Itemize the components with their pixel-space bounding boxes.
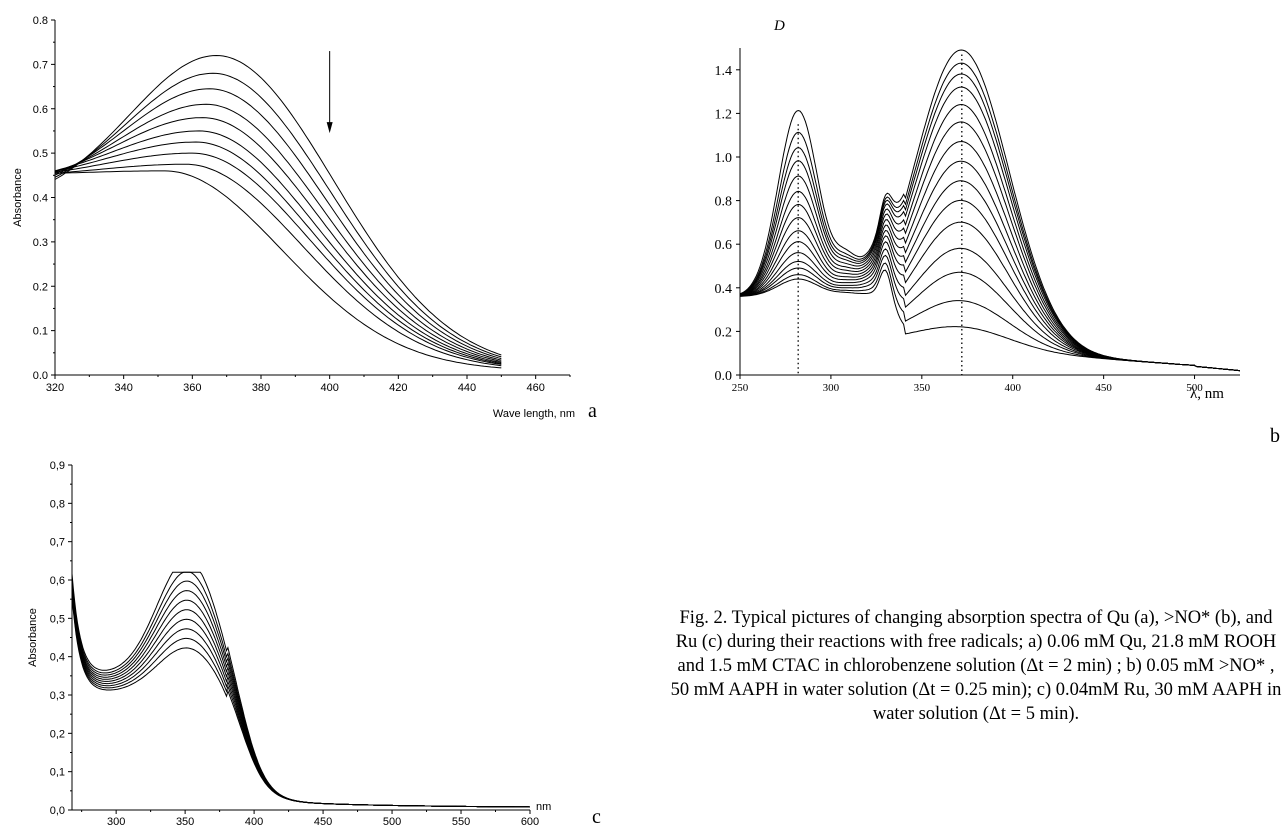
panel-c-y-tick-label: 0,1 <box>50 767 65 779</box>
panel-a-x-tick-label: 320 <box>46 382 64 394</box>
panel-a-y-tick-label: 0.1 <box>33 326 48 338</box>
panel-b-y-tick-label: 1.2 <box>715 107 733 122</box>
panel-b-series-14 <box>739 262 1241 372</box>
panel-b-y-label: D <box>773 18 785 34</box>
panel-a-chart: 0.0 0.1 0.2 0.3 0.4 0.5 0.6 0.7 0.8 320 340 360 380 4… <box>12 15 575 420</box>
panel-c-x-tick-label: 350 <box>176 816 194 827</box>
panel-a-x-tick-label: 460 <box>526 382 544 394</box>
panel-a-y-tick-label: 0.0 <box>33 370 48 382</box>
panel-b-x-tick-label: 300 <box>823 382 840 394</box>
panel-c-y-tick-label: 0,3 <box>50 690 65 702</box>
panel-a-y-tick-label: 0.7 <box>33 59 48 71</box>
panel-a-series-9 <box>54 163 502 367</box>
panel-a-series-3 <box>54 88 502 360</box>
panel-c-y-tick-label: 0,5 <box>50 613 65 625</box>
panel-b-series-12 <box>739 247 1241 372</box>
panel-c-series-7 <box>71 591 531 808</box>
panel-a-series-1 <box>54 54 502 356</box>
panel-a-x-tick-label: 380 <box>252 382 270 394</box>
panel-c-y-tick-label: 0,4 <box>50 652 65 664</box>
panel-c-series-2 <box>71 571 531 808</box>
panel-b-series-13 <box>739 254 1241 372</box>
panel-a-y-label: Absorbance <box>12 168 24 227</box>
panel-c-series-4 <box>71 585 531 808</box>
panel-b-y-tick-label: 0.4 <box>715 282 733 297</box>
panel-b-y-tick-label: 1.4 <box>715 64 733 79</box>
panel-b-x-label: λ, nm <box>1190 386 1224 402</box>
panel-a-series-7 <box>54 141 502 365</box>
panel-b-y-tick-label: 0.0 <box>715 369 733 384</box>
panel-b-series-6 <box>739 121 1241 372</box>
panel-b-series-11 <box>739 221 1241 372</box>
panel-a-y-tick-label: 0.4 <box>33 193 48 205</box>
panel-c-series-5 <box>71 587 531 808</box>
panel-c-x-tick-label: 400 <box>245 816 263 827</box>
panel-b-chart: 0.0 0.2 0.4 0.6 0.8 1.0 1.2 1.4 250 300 350 400 450 5… <box>715 18 1241 402</box>
panel-a-series-10 <box>54 170 502 369</box>
panel-a-x-label: Wave length, nm <box>493 408 575 420</box>
panel-letter-c: c <box>592 806 601 827</box>
panel-a-y-tick-label: 0.3 <box>33 237 48 249</box>
panel-c-series-9 <box>71 594 531 808</box>
panel-a-y-tick-label: 0.2 <box>33 281 48 293</box>
panel-b-series-2 <box>739 62 1241 372</box>
panel-b-series-5 <box>739 103 1241 372</box>
panel-a-series-4 <box>54 103 502 361</box>
panel-a-y-tick-label: 0.6 <box>33 104 48 116</box>
panel-c-y-tick-label: 0,6 <box>50 575 65 587</box>
panel-a-arrow-head <box>326 122 333 134</box>
panel-b-series-15 <box>739 269 1241 372</box>
panel-letter-a: a <box>588 400 597 422</box>
panel-letter-b: b <box>1270 425 1280 447</box>
panel-b-x-tick-label: 450 <box>1095 382 1112 394</box>
panel-c-y-tick-label: 0,8 <box>50 498 65 510</box>
panel-a-series-5 <box>54 117 502 362</box>
panel-a-x-tick-label: 340 <box>114 382 132 394</box>
panel-b-y-tick-label: 0.6 <box>715 238 733 253</box>
panel-c-y-tick-label: 0,9 <box>50 460 65 472</box>
panel-a-x-tick-label: 440 <box>458 382 476 394</box>
panel-c-x-tick-label: 300 <box>107 816 125 827</box>
panel-c-x-tick-label: 450 <box>314 816 332 827</box>
panel-b-series-10 <box>739 199 1241 372</box>
panel-c-y-tick-label: 0,0 <box>50 805 65 817</box>
panel-a-x-tick-label: 420 <box>389 382 407 394</box>
panel-b-y-tick-label: 0.8 <box>715 195 733 210</box>
panel-c-series-6 <box>71 589 531 808</box>
panel-c-chart: 0,0 0,1 0,2 0,3 0,4 0,5 0,6 0,7 0,8 0,9 300 350 400 4… <box>27 460 551 827</box>
panel-a-y-tick-label: 0.5 <box>33 148 48 160</box>
panel-c-x-tick-label: 600 <box>521 816 539 827</box>
panel-c-x-tick-label: 500 <box>383 816 401 827</box>
panel-c-series-8 <box>71 592 531 808</box>
figure-caption: Fig. 2. Typical pictures of changing abs… <box>670 608 1282 724</box>
panel-b-x-tick-label: 250 <box>732 382 749 394</box>
panel-b-x-tick-label: 500 <box>1186 382 1203 394</box>
panel-c-series-10 <box>71 596 531 808</box>
panel-c-series-1 <box>71 571 531 808</box>
panel-c-y-tick-label: 0,2 <box>50 728 65 740</box>
panel-a-y-tick-label: 0.8 <box>33 15 48 27</box>
panel-a-x-tick-label: 360 <box>183 382 201 394</box>
panel-c-y-tick-label: 0,7 <box>50 537 65 549</box>
panel-c-series-3 <box>71 580 531 808</box>
panel-c-x-label: nm <box>536 801 551 813</box>
panel-c-y-label: Absorbance <box>27 608 39 667</box>
panel-b-y-tick-label: 1.0 <box>715 151 733 166</box>
panel-b-x-tick-label: 350 <box>914 382 931 394</box>
panel-a-series-2 <box>54 72 502 358</box>
panel-b-series-4 <box>739 86 1241 372</box>
panel-b-y-tick-label: 0.2 <box>715 325 733 340</box>
panel-b-series-8 <box>739 160 1241 372</box>
panel-c-x-tick-label: 550 <box>452 816 470 827</box>
panel-a-series-8 <box>54 152 502 365</box>
panel-a-series-6 <box>54 130 502 364</box>
panel-b-x-tick-label: 400 <box>1004 382 1021 394</box>
panel-a-x-tick-label: 400 <box>320 382 338 394</box>
